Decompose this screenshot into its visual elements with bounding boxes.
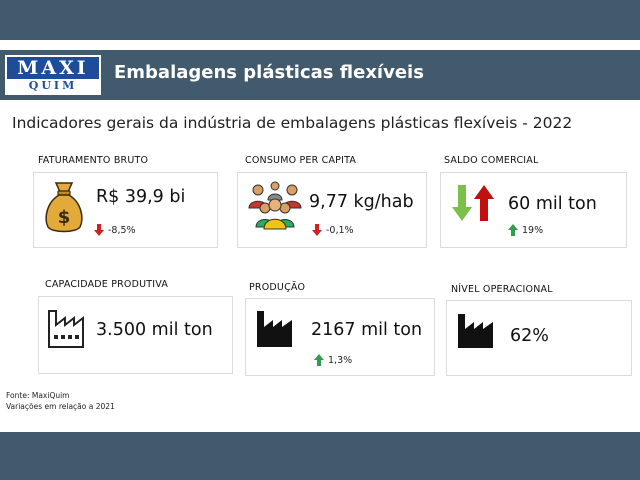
indicator-value-nivel: 62% (510, 326, 549, 346)
indicator-value-saldo: 60 mil ton (508, 194, 597, 214)
indicator-change-consumo: -0,1% (326, 225, 354, 236)
indicator-label-saldo: SALDO COMERCIAL (444, 155, 539, 166)
page-title: Embalagens plásticas flexíveis (114, 62, 424, 83)
indicator-value-faturamento: R$ 39,9 bi (96, 187, 186, 207)
arrow-down-icon (312, 224, 322, 236)
title-banner (0, 50, 640, 100)
arrow-up-icon (508, 224, 518, 236)
indicator-label-nivel: NÍVEL OPERACIONAL (451, 284, 553, 295)
logo-top-text: MAXI (17, 57, 89, 79)
indicator-change-saldo: 19% (522, 225, 544, 236)
factory-icon (458, 314, 493, 348)
logo-bottom-text: QUIM (7, 79, 99, 93)
factory-icon (257, 311, 292, 347)
indicator-change-producao: 1,3% (328, 355, 353, 366)
footer-note: Variações em relação a 2021 (6, 402, 115, 411)
arrow-up-icon (314, 354, 324, 366)
indicator-label-producao: PRODUÇÃO (249, 282, 306, 293)
page-subtitle: Indicadores gerais da indústria de embal… (12, 114, 573, 132)
indicator-change-faturamento: -8,5% (108, 225, 136, 236)
indicator-value-producao: 2167 mil ton (311, 320, 423, 340)
trade-arrows-icon (452, 185, 494, 221)
maxiquim-logo: MAXI QUIM (5, 55, 101, 95)
indicator-label-capacidade: CAPACIDADE PRODUTIVA (45, 279, 169, 290)
money-bag-icon: $ (45, 182, 83, 233)
factory-outline-icon (48, 310, 84, 348)
indicator-card-saldo (440, 172, 627, 248)
footer-source: Fonte: MaxiQuim (6, 391, 70, 400)
indicator-label-faturamento: FATURAMENTO BRUTO (38, 155, 149, 166)
indicator-value-capacidade: 3.500 mil ton (96, 320, 213, 340)
indicator-label-consumo: CONSUMO PER CAPITA (245, 155, 357, 166)
indicator-value-consumo: 9,77 kg/hab (309, 192, 414, 212)
people-group-icon (248, 181, 302, 230)
svg-text:$: $ (58, 207, 71, 228)
arrow-down-icon (94, 224, 104, 236)
